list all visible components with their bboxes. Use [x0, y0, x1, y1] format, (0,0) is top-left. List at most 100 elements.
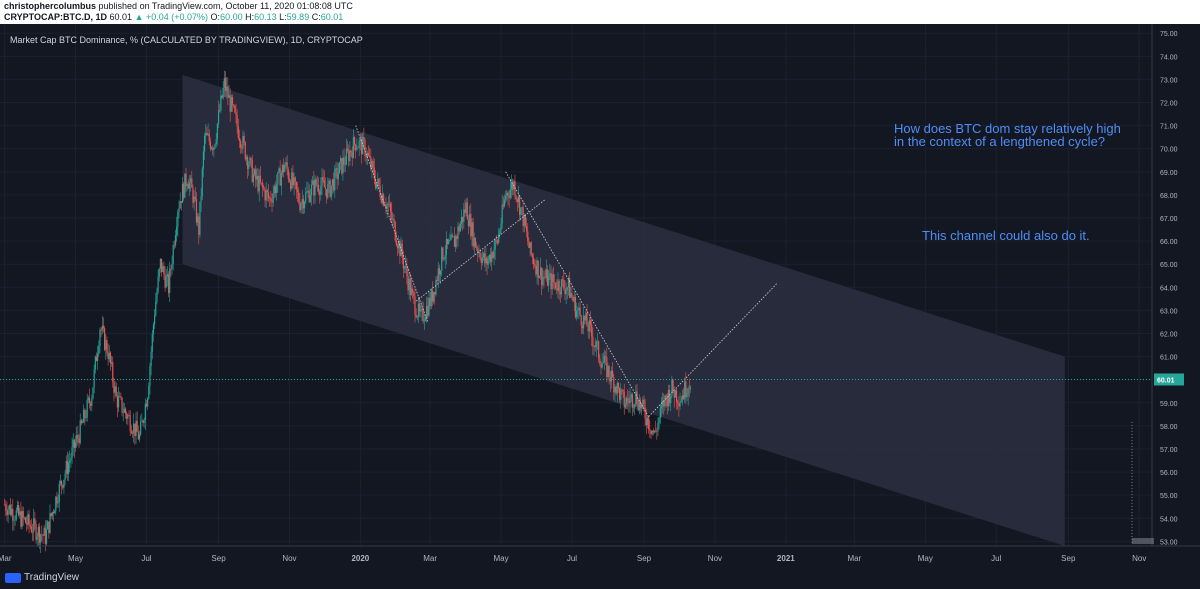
candle-body — [99, 329, 101, 346]
candle-body — [317, 184, 320, 192]
candle-body — [606, 357, 608, 377]
candle-body — [538, 276, 540, 278]
candle-body — [264, 189, 266, 201]
candle-body — [174, 235, 177, 246]
candle-body — [257, 175, 259, 192]
candle-body — [280, 173, 282, 186]
candle-body — [456, 235, 458, 239]
candle-body — [183, 183, 185, 198]
candle-body — [326, 189, 328, 198]
candle-body — [584, 315, 586, 321]
candle-body — [336, 167, 338, 180]
time-tick-label: Mar — [0, 554, 12, 563]
price-chart[interactable]: 75.00 74.00 73.00 72.00 71.00 70.00 69.00 68.00… — [0, 24, 1200, 589]
candle-body — [655, 430, 657, 432]
candle-body — [219, 110, 221, 111]
candle-body — [355, 144, 357, 150]
candle-body — [386, 203, 388, 209]
candle-body — [36, 536, 38, 540]
price-tick-label: 75.00 — [1160, 31, 1178, 38]
candle-body — [463, 209, 465, 222]
candle-body — [208, 133, 210, 142]
candle-body — [313, 180, 315, 196]
candle-body — [145, 403, 148, 407]
candle-body — [184, 173, 186, 198]
candle-body — [376, 183, 378, 188]
candle-body — [285, 162, 287, 166]
candle-body — [288, 178, 291, 182]
candle-body — [582, 315, 585, 329]
candle-body — [630, 394, 632, 398]
candle-body — [642, 399, 644, 404]
trendlines-group[interactable] — [355, 125, 778, 417]
candle-body — [686, 395, 688, 397]
tradingview-brand[interactable]: TradingView — [24, 572, 80, 583]
candle-body — [91, 398, 93, 406]
candle-body — [117, 396, 120, 408]
time-tick-label: Mar — [423, 554, 437, 563]
candle-body — [614, 386, 616, 393]
candle-body — [430, 290, 432, 307]
candle-body — [112, 362, 114, 382]
candle-body — [100, 329, 102, 331]
candle-body — [638, 400, 640, 411]
candle-body — [335, 167, 337, 169]
price-tick-label: 70.00 — [1160, 147, 1178, 154]
candle-body — [59, 480, 62, 484]
time-tick-label: 2021 — [777, 554, 795, 563]
descending-channel[interactable] — [182, 74, 1065, 547]
author-name[interactable]: christophercolumbus — [4, 1, 97, 11]
candle-body — [360, 138, 363, 155]
candle-body — [595, 341, 597, 348]
annotation-cycle-question[interactable]: How does BTC dom stay relatively high in… — [894, 122, 1121, 148]
candle-body — [197, 216, 199, 223]
candle-body — [543, 276, 545, 278]
candle-body — [300, 203, 302, 211]
candle-body — [191, 178, 193, 188]
candle-body — [310, 184, 313, 196]
price-tick-label: 66.00 — [1160, 239, 1178, 246]
chart-title: Market Cap BTC Dominance, % (CALCULATED … — [10, 35, 363, 45]
candle-body — [677, 401, 679, 404]
candle-body — [421, 308, 423, 311]
candle-body — [469, 213, 471, 227]
candle-body — [115, 386, 117, 396]
price-tick-label: 57.00 — [1160, 447, 1178, 454]
candle-body — [248, 165, 250, 169]
candle-body — [656, 431, 658, 432]
candle-body — [637, 404, 639, 411]
time-axis[interactable]: Mar May Jul Sep Nov 2020 Mar May Jul Sep Nov 2021 Ma… — [0, 554, 1146, 563]
candle-body — [524, 214, 527, 227]
projection-range-box — [1132, 538, 1154, 544]
candle-body — [482, 253, 485, 258]
candle-body — [33, 518, 35, 533]
candle-body — [345, 148, 348, 165]
candle-body — [83, 409, 85, 423]
candle-body — [163, 266, 165, 275]
candle-body — [364, 140, 366, 157]
candle-body — [72, 439, 74, 448]
candle-body — [458, 226, 460, 232]
candle-body — [472, 222, 474, 247]
tradingview-logo-icon[interactable] — [5, 573, 21, 583]
candle-body — [236, 114, 238, 127]
candle-body — [298, 192, 300, 203]
candle-body — [618, 388, 621, 401]
candle-body — [277, 171, 279, 185]
candle-body — [653, 430, 656, 433]
candle-body — [587, 326, 589, 332]
candle-body — [129, 415, 131, 432]
candle-body — [664, 395, 666, 407]
candle-body — [667, 389, 670, 407]
candle-body — [133, 423, 135, 434]
price-axis[interactable]: 75.00 74.00 73.00 72.00 71.00 70.00 69.00 68.00… — [1160, 31, 1178, 546]
candle-body — [563, 280, 565, 289]
candle-body — [434, 291, 436, 295]
candle-body — [438, 268, 441, 275]
candle-body — [107, 353, 109, 360]
candle-body — [444, 254, 446, 259]
candle-body — [365, 156, 367, 158]
annotation-channel[interactable]: This channel could also do it. — [922, 228, 1090, 243]
trendline — [415, 199, 546, 302]
price-tick-label: 62.00 — [1160, 332, 1178, 339]
